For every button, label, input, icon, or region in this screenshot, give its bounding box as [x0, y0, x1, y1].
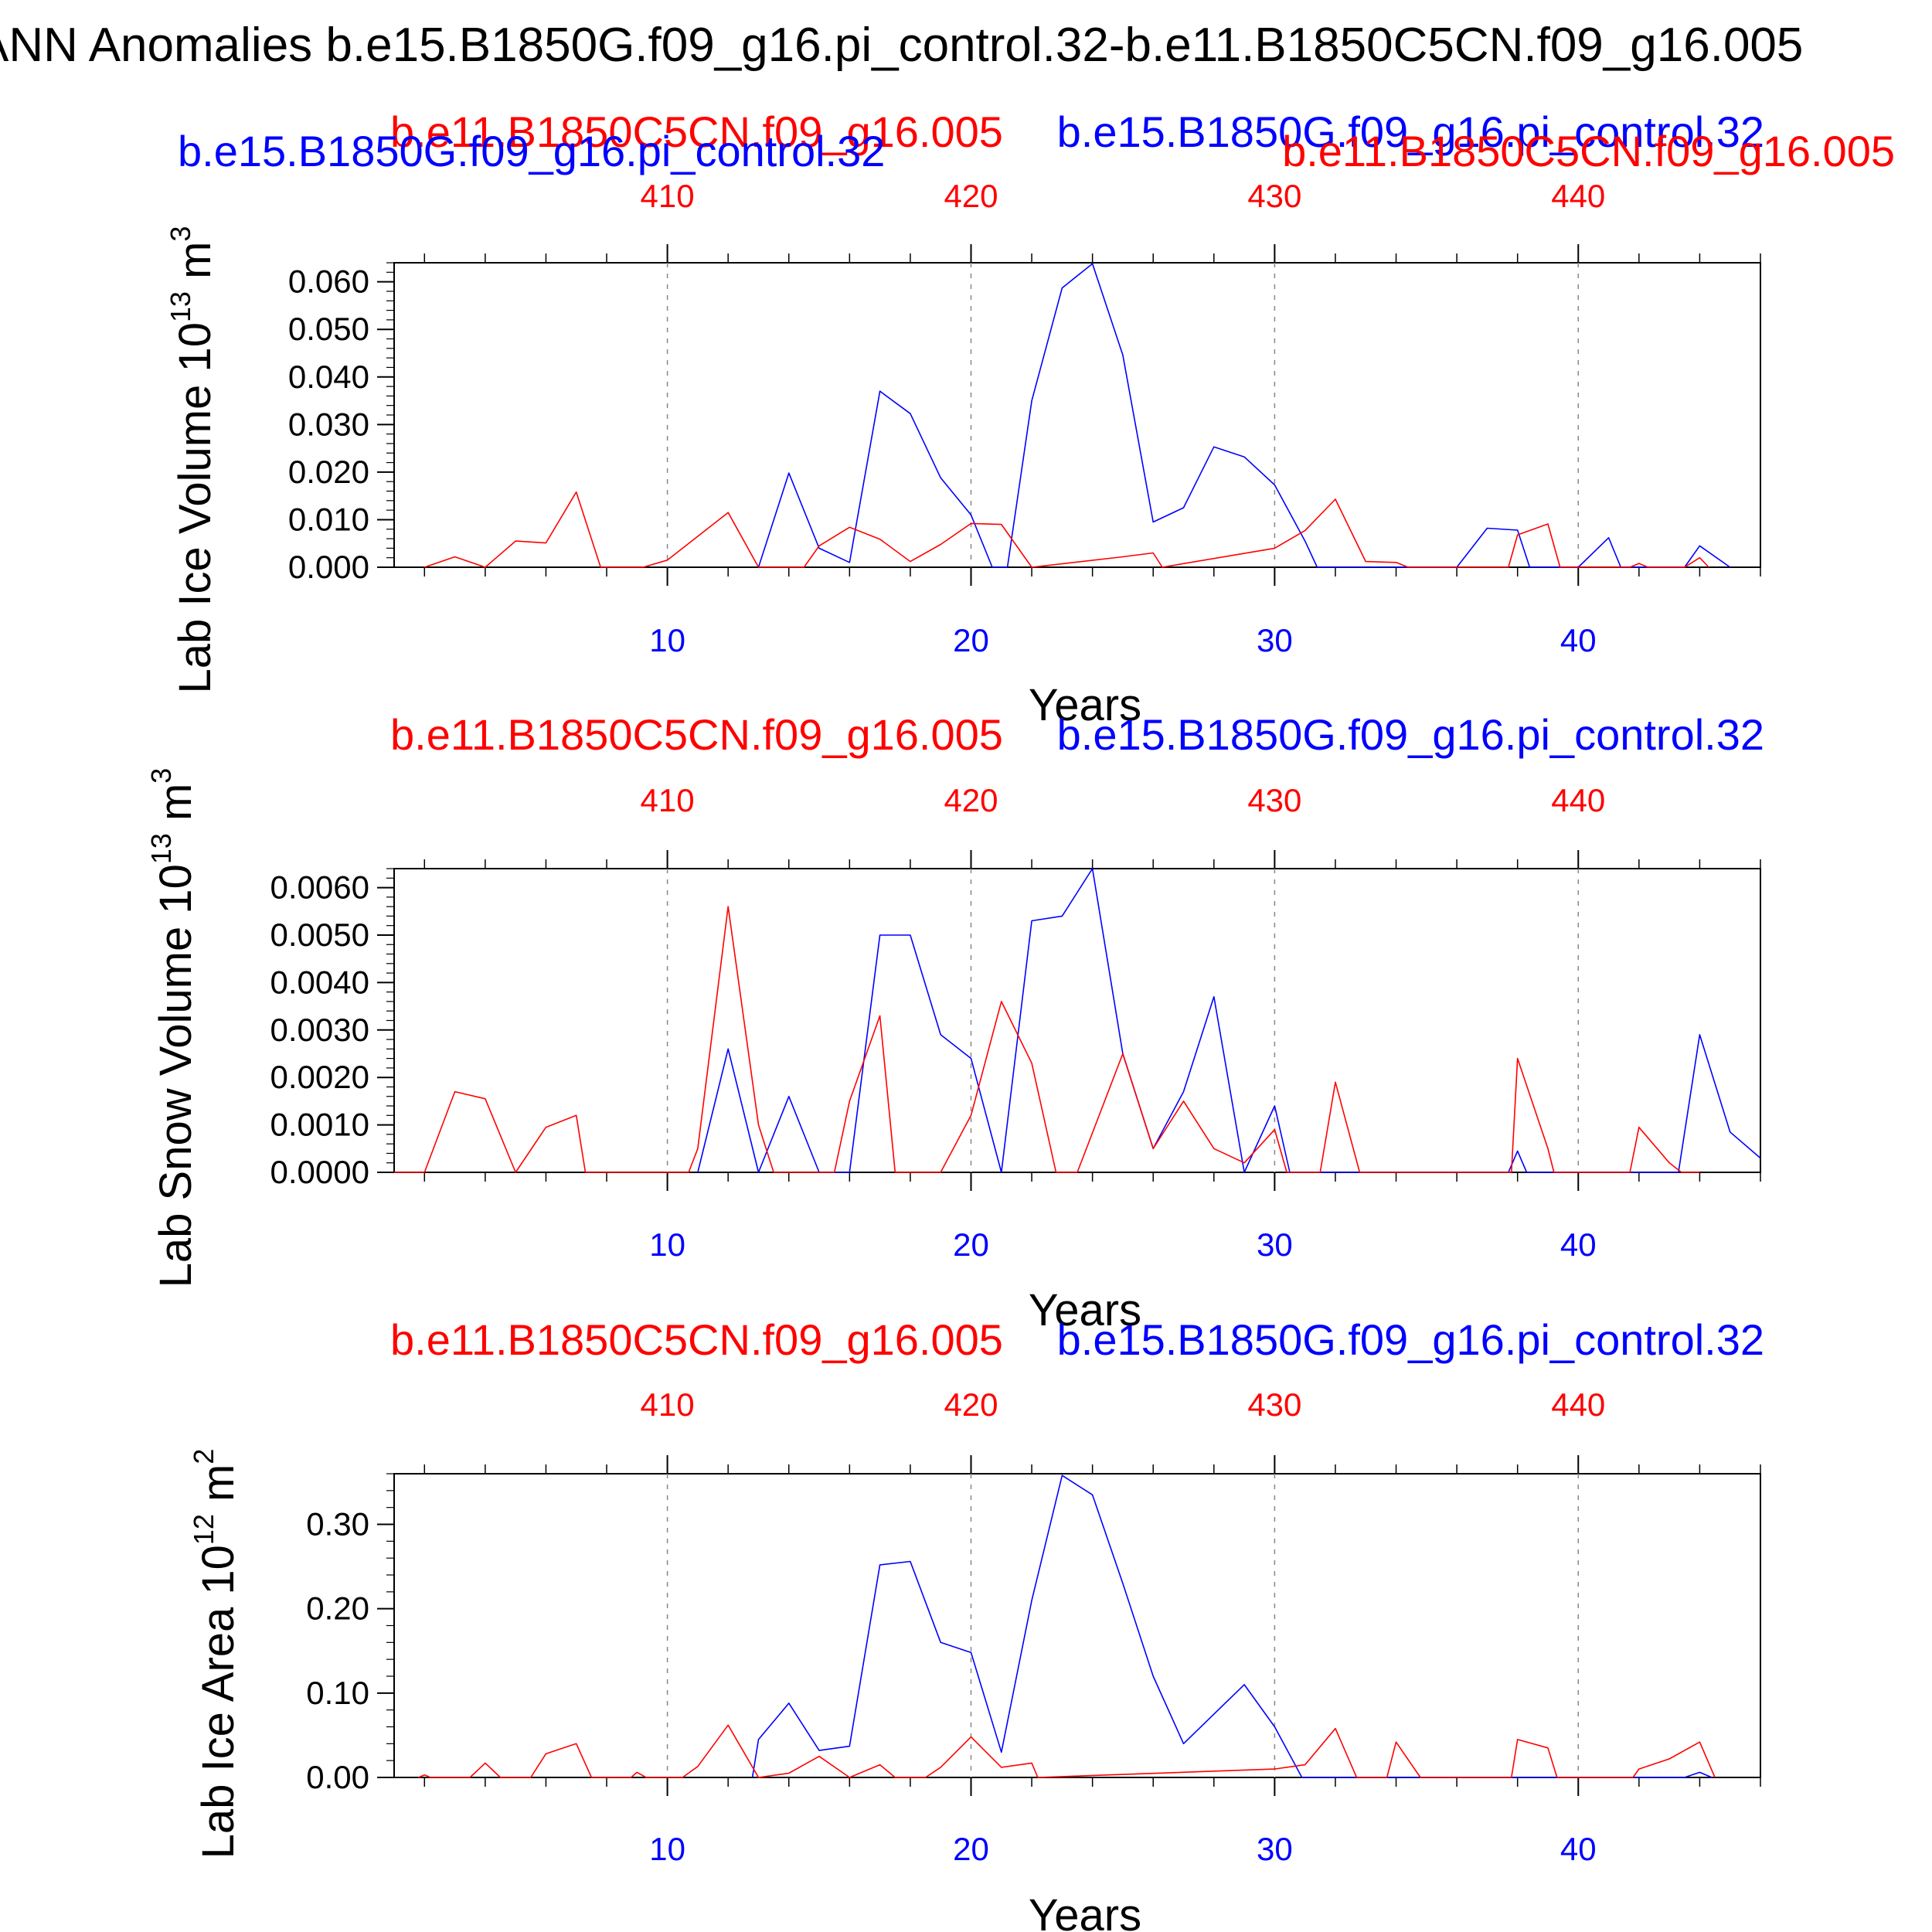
- top-tick-label: 440: [1551, 1386, 1605, 1423]
- case-title-red-secondary: b.e11.B1850C5CN.f09_g16.005: [1282, 127, 1895, 175]
- panel-1: 10 20 30 40 410 420 430 440 0.000 0.010 0.020 0.030…: [165, 107, 1895, 730]
- x-axis-label: Years: [1029, 680, 1141, 730]
- top-tick-label: 430: [1247, 1386, 1301, 1423]
- top-tick-label: 410: [641, 782, 695, 818]
- bottom-tick-label: 10: [649, 1226, 685, 1263]
- plot-frame: [393, 262, 1761, 568]
- y-tick-label: 0.0050: [270, 917, 369, 953]
- case-title-blue: b.e15.B1850G.f09_g16.pi_control.32: [1057, 107, 1764, 156]
- y-tick-label: 0.30: [306, 1506, 369, 1543]
- y-tick-label: 0.030: [288, 406, 369, 442]
- plot-frame: [393, 1473, 1761, 1778]
- top-tick-label: 430: [1247, 782, 1301, 818]
- y-tick-label: 0.0020: [270, 1059, 369, 1095]
- page-title: ANN Anomalies b.e15.B1850G.f09_g16.pi_co…: [0, 19, 1804, 72]
- y-tick-label: 0.0010: [270, 1107, 369, 1143]
- bottom-tick-label: 40: [1560, 1831, 1597, 1867]
- top-tick-label: 420: [944, 1386, 998, 1423]
- top-tick-label: 440: [1551, 178, 1605, 214]
- y-tick-label: 0.00: [306, 1759, 369, 1795]
- bottom-tick-label: 10: [649, 1831, 685, 1867]
- y-tick-label: 0.060: [288, 264, 369, 300]
- y-tick-label: 0.20: [306, 1590, 369, 1627]
- y-tick-label: 0.000: [288, 549, 369, 585]
- series-line-red: [424, 491, 1709, 568]
- bottom-tick-label: 20: [953, 1831, 989, 1867]
- bottom-tick-label: 10: [649, 622, 685, 658]
- series-line-blue: [751, 1475, 1713, 1778]
- y-tick-label: 0.040: [288, 359, 369, 395]
- top-tick-label: 440: [1551, 782, 1605, 818]
- bottom-tick-label: 30: [1257, 1831, 1293, 1867]
- x-axis-label: Years: [1029, 1285, 1141, 1335]
- bottom-tick-label: 40: [1560, 1226, 1597, 1263]
- case-title-blue: b.e15.B1850G.f09_g16.pi_control.32: [1057, 710, 1764, 759]
- y-tick-label: 0.10: [306, 1675, 369, 1711]
- y-tick-label: 0.0060: [270, 869, 369, 906]
- series-line-red: [394, 906, 1700, 1173]
- series-line-blue: [757, 263, 1731, 568]
- bottom-tick-label: 20: [953, 1226, 989, 1263]
- panel-3: 10 20 30 40 410 420 430 440 0.00 0.10 0.20 0.30 Year…: [188, 1315, 1764, 1932]
- y-tick-label: 0.0000: [270, 1154, 369, 1190]
- y-axis-label: Lab Snow Volume 1013 m3: [145, 768, 201, 1288]
- case-title-blue: b.e15.B1850G.f09_g16.pi_control.32: [1057, 1315, 1764, 1364]
- panel-2: 10 20 30 40 410 420 430 440 0.0000 0.0010 0.0020 0.…: [145, 710, 1764, 1335]
- bottom-tick-label: 30: [1257, 1226, 1293, 1263]
- plot-frame: [393, 868, 1761, 1173]
- case-title-red: b.e11.B1850C5CN.f09_g16.005: [390, 107, 1003, 156]
- top-tick-label: 420: [944, 782, 998, 818]
- top-tick-label: 430: [1247, 178, 1301, 214]
- case-title-red: b.e11.B1850C5CN.f09_g16.005: [390, 1315, 1003, 1364]
- y-tick-label: 0.0040: [270, 964, 369, 1000]
- y-tick-label: 0.010: [288, 501, 369, 537]
- top-tick-label: 420: [944, 178, 998, 214]
- series-line-blue: [697, 868, 1761, 1173]
- case-title-red: b.e11.B1850C5CN.f09_g16.005: [390, 710, 1003, 759]
- y-tick-label: 0.0030: [270, 1012, 369, 1048]
- y-tick-label: 0.050: [288, 311, 369, 347]
- x-axis-label: Years: [1029, 1890, 1141, 1932]
- y-axis-label: Lab Ice Area 1012 m2: [188, 1449, 243, 1859]
- bottom-tick-label: 30: [1257, 622, 1293, 658]
- bottom-tick-label: 20: [953, 622, 989, 658]
- bottom-tick-label: 40: [1560, 622, 1597, 658]
- y-axis-label: Lab Ice Volume 1013 m3: [165, 226, 220, 694]
- case-title-blue-secondary: b.e15.B1850G.f09_g16.pi_control.32: [178, 127, 885, 175]
- top-tick-label: 410: [641, 1386, 695, 1423]
- top-tick-label: 410: [641, 178, 695, 214]
- y-tick-label: 0.020: [288, 454, 369, 490]
- series-line-red: [418, 1724, 1716, 1778]
